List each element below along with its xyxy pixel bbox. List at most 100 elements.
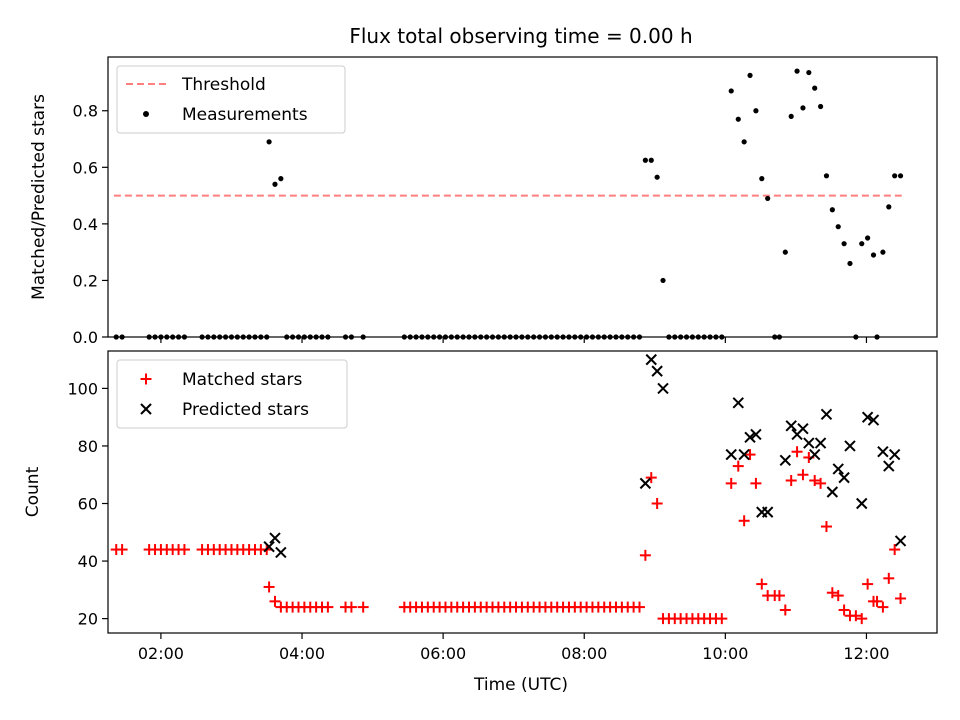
measurement-point (772, 334, 778, 340)
measurement-point (536, 334, 543, 340)
measurement-point (666, 334, 672, 340)
measurement-point (266, 139, 272, 145)
predicted-point (639, 477, 652, 490)
predicted-point (645, 353, 657, 366)
measurement-point (246, 334, 252, 340)
measurement-point (442, 334, 449, 340)
measurement-point (240, 334, 246, 340)
x-tick-label: 02:00 (138, 644, 184, 663)
measurement-point (313, 334, 319, 340)
measurement-point (747, 72, 753, 78)
measurement-point (823, 173, 830, 179)
y-tick-label: 0.4 (73, 215, 98, 234)
predicted-point (263, 540, 275, 553)
measurement-point (788, 113, 794, 119)
x-tick-label: 10:00 (702, 644, 748, 663)
measurement-point (307, 334, 313, 340)
predicted-point (738, 448, 750, 461)
measurement-point (278, 176, 284, 182)
measurement-point (419, 334, 425, 340)
matched-point (862, 578, 874, 590)
measurement-point (892, 173, 898, 179)
matched-legend-label: Matched stars (182, 370, 302, 390)
predicted-point (779, 454, 792, 467)
x-tick-label: 04:00 (279, 644, 325, 663)
bottom-y-axis: 20 40 60 80 100 (67, 379, 108, 629)
measurement-point (601, 334, 607, 340)
matched-point (832, 590, 844, 602)
measurement-point (460, 334, 466, 340)
y-tick-label: 0.2 (73, 271, 98, 290)
matched-point (877, 601, 889, 613)
matched-point (756, 578, 768, 590)
matched-point (815, 477, 827, 489)
measurement-point (672, 334, 678, 340)
measurement-point (713, 334, 719, 340)
matched-legend-marker (140, 373, 152, 385)
measurement-point (741, 139, 747, 145)
measurement-point (448, 334, 454, 340)
measurement-point (360, 334, 366, 340)
matched-point (322, 601, 334, 613)
measurement-point (619, 334, 625, 340)
predicted-legend-label: Predicted stars (182, 400, 309, 420)
matched-point (820, 521, 832, 533)
predicted-point (797, 422, 809, 435)
predicted-point (888, 448, 901, 461)
measurement-point (199, 334, 205, 340)
matched-point (634, 601, 646, 613)
matched-point (725, 477, 737, 489)
predicted-point (732, 397, 744, 409)
measurement-point (164, 334, 170, 340)
measurement-point (295, 334, 302, 340)
x-tick-label: 06:00 (420, 644, 466, 663)
measurement-point (425, 334, 431, 340)
measurement-point (342, 334, 349, 340)
measurement-point (719, 334, 725, 340)
bottom-y-axis-label: Count (23, 466, 43, 517)
y-tick-label: 0.0 (73, 328, 98, 347)
matched-legend-swatch (140, 373, 152, 385)
measurement-point (222, 334, 229, 340)
measurement-point (531, 334, 537, 340)
matched-point (856, 613, 868, 625)
measurement-point (642, 157, 648, 163)
matched-point (732, 460, 744, 472)
measurement-point (478, 334, 484, 340)
measurement-point (454, 334, 460, 340)
matched-point (738, 515, 750, 527)
predicted-point (750, 428, 762, 441)
matched-point (809, 474, 821, 486)
measurement-point (431, 334, 437, 340)
measurement-point (272, 181, 278, 187)
predicted-point (867, 414, 880, 426)
measurement-point (583, 334, 590, 340)
top-y-axis: 0.0 0.2 0.4 0.6 0.8 (73, 102, 108, 347)
matched-point (357, 601, 369, 613)
measurement-point (548, 334, 554, 340)
measurement-point (119, 334, 125, 340)
predicted-legend-swatch (140, 403, 152, 415)
matched-point (750, 477, 762, 489)
matched-point (645, 472, 657, 484)
measurement-point (625, 334, 631, 340)
measurement-point (284, 334, 290, 340)
top-y-axis-label: Matched/Predicted stars (29, 94, 49, 300)
measurement-point (252, 334, 258, 340)
matched-point (716, 613, 728, 625)
measurement-point (472, 334, 478, 340)
measurement-point (542, 334, 549, 340)
measurement-point (853, 334, 859, 340)
measurement-point (636, 334, 643, 340)
measurement-point (613, 334, 619, 340)
predicted-point (275, 546, 287, 559)
matched-point (883, 572, 895, 584)
measurement-point (782, 249, 788, 255)
measurement-point (859, 241, 865, 247)
measurement-point (572, 334, 578, 340)
measurement-point (466, 334, 472, 340)
y-tick-label: 0.6 (73, 158, 98, 177)
bottom-plot-area (110, 353, 907, 625)
measurement-point (607, 334, 613, 340)
